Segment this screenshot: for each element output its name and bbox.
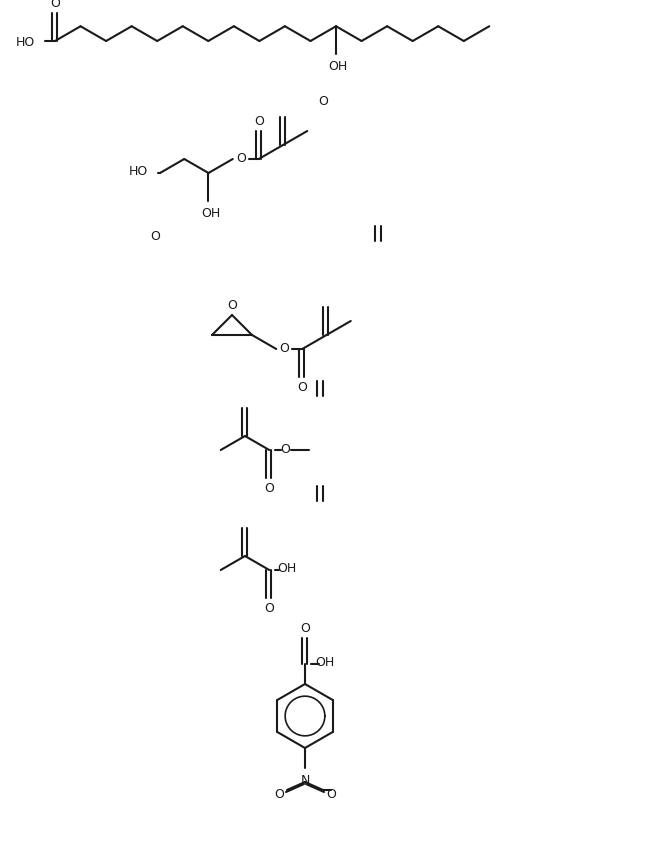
Text: O: O (264, 602, 274, 615)
Text: O: O (300, 621, 310, 634)
Text: O: O (227, 299, 237, 312)
Text: O: O (280, 443, 290, 455)
Text: O: O (150, 229, 160, 242)
Text: O: O (274, 788, 284, 800)
Text: HO: HO (16, 35, 35, 49)
Text: OH: OH (328, 60, 348, 73)
Text: OH: OH (201, 206, 220, 219)
Text: O: O (254, 115, 264, 128)
Text: O: O (50, 0, 60, 9)
Text: O: O (236, 152, 245, 164)
Text: OH: OH (315, 657, 335, 669)
Text: O: O (279, 342, 289, 354)
Text: O: O (318, 94, 328, 108)
Text: O: O (326, 788, 336, 800)
Text: O: O (297, 381, 307, 394)
Text: HO: HO (129, 164, 148, 177)
Text: O: O (264, 482, 274, 495)
Text: N: N (300, 775, 309, 788)
Text: OH: OH (278, 562, 297, 575)
